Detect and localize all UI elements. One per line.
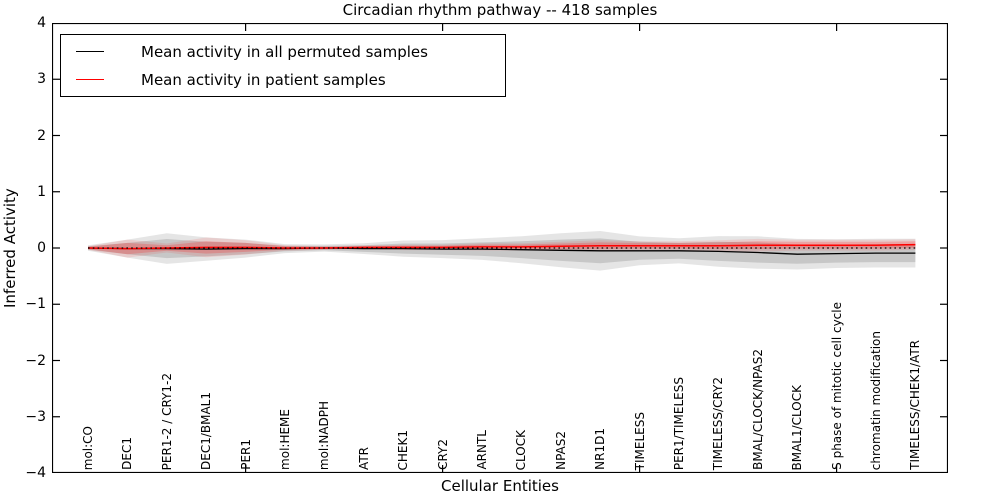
y-tick-label: 4 (37, 15, 46, 31)
x-category-label: PER1 (238, 439, 253, 470)
x-category-label: NPAS2 (553, 431, 568, 470)
x-category-label: DEC1/BMAL1 (199, 392, 214, 470)
legend: Mean activity in all permuted samples Me… (60, 34, 506, 97)
x-category-label: CLOCK (514, 429, 529, 470)
patient-mean-line (87, 243, 916, 250)
axes-frame (52, 23, 948, 473)
x-category-label: DEC1 (120, 437, 135, 470)
y-tick-label: 2 (37, 127, 46, 144)
y-tick-label: 3 (37, 71, 46, 88)
x-category-label: S phase of mitotic cell cycle (829, 302, 844, 470)
y-tick-label: 1 (37, 183, 46, 200)
y-tick-label: −1 (25, 296, 46, 313)
permuted-band-inner (88, 238, 916, 264)
x-category-label: ATR (356, 447, 371, 470)
x-category-label: NR1D1 (593, 428, 608, 470)
y-tick-label: 0 (37, 240, 46, 256)
x-category-label: chromatin modification (869, 330, 883, 470)
y-tick-label: −4 (25, 465, 46, 481)
x-category-label: TIMELESS (632, 411, 647, 470)
x-category-label: PER1/TIMELESS (672, 376, 686, 470)
x-category-label: TIMELESS/CRY2 (711, 376, 726, 470)
legend-item-permuted: Mean activity in all permuted samples (61, 40, 505, 64)
permuted-band-outer (88, 231, 916, 271)
legend-label-patient: Mean activity in patient samples (141, 70, 386, 89)
legend-line-patient-icon (76, 79, 104, 80)
x-category-label: BMAL1/CLOCK (790, 384, 805, 471)
x-category-label: mol:NADPH (317, 400, 332, 470)
permuted-mean-line (87, 247, 916, 255)
legend-item-patient: Mean activity in patient samples (61, 68, 505, 92)
x-category-label: mol:CO (81, 425, 95, 470)
x-category-label: BMAL/CLOCK/NPAS2 (750, 349, 765, 470)
y-tick-label: −2 (25, 352, 46, 369)
x-axis-label: Cellular Entities (441, 477, 559, 495)
x-category-label: ARNTL (475, 430, 489, 470)
legend-line-permuted-icon (76, 51, 104, 52)
x-category-label: mol:HEME (278, 409, 292, 470)
chart-title: Circadian rhythm pathway -- 418 samples (342, 1, 658, 19)
x-category-label: PER1-2 / CRY1-2 (159, 372, 174, 470)
x-category-label: CHEK1 (396, 429, 411, 471)
y-tick-label: −3 (25, 408, 46, 425)
plot-area (52, 23, 948, 473)
x-category-label: CRY2 (435, 439, 450, 470)
legend-label-permuted: Mean activity in all permuted samples (141, 42, 428, 61)
x-category-label: TIMELESS/CHEK1/ATR (908, 340, 923, 470)
